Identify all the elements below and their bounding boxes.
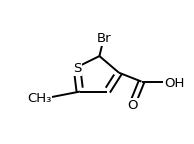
- Text: OH: OH: [164, 77, 184, 90]
- Text: Br: Br: [97, 32, 111, 45]
- Text: O: O: [127, 99, 138, 112]
- Text: CH₃: CH₃: [27, 92, 51, 105]
- Text: S: S: [73, 62, 81, 75]
